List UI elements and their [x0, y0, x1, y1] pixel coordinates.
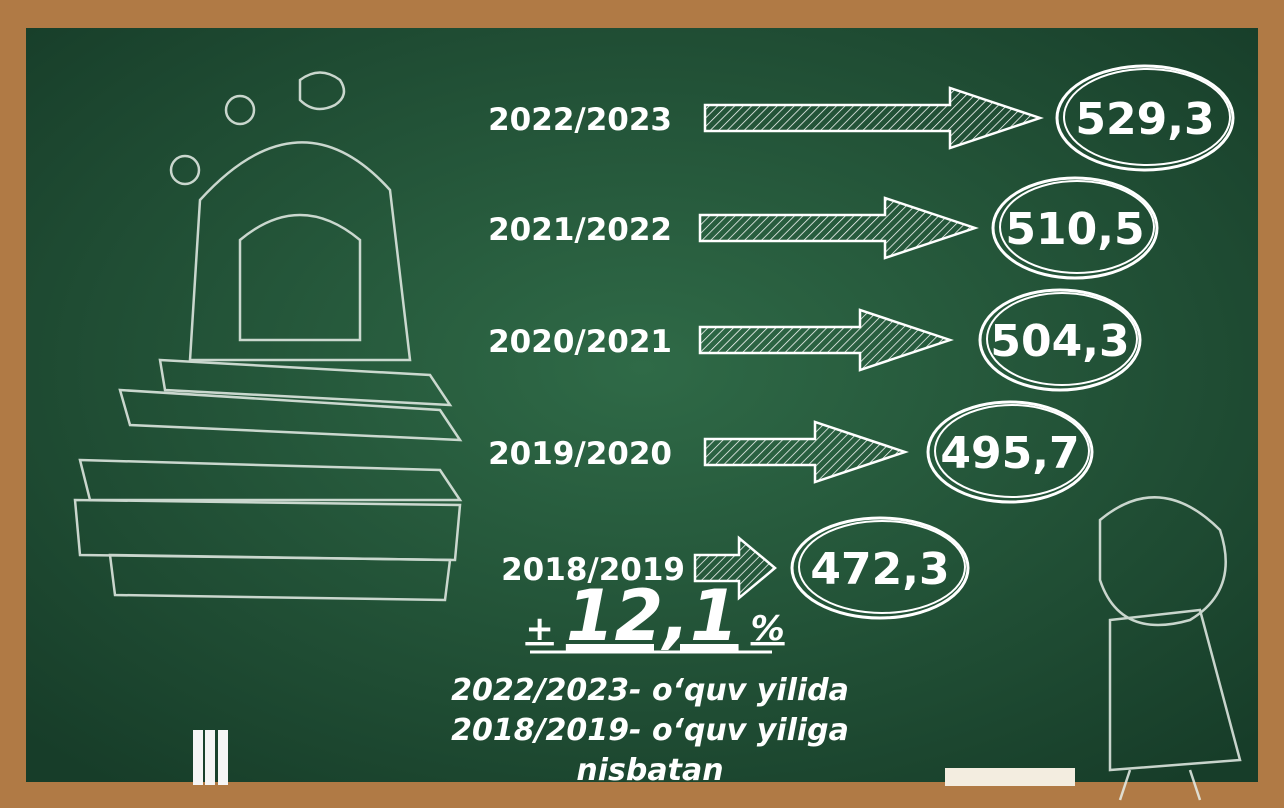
value-label: 504,3: [990, 316, 1129, 367]
value-label: 495,7: [940, 428, 1079, 479]
note-line: 2018/2019- o‘quv yiliga: [451, 713, 849, 748]
growth-sign: +: [525, 609, 554, 649]
growth-number: 12,1: [566, 575, 739, 657]
chalk-eraser: [945, 768, 1075, 786]
value-label: 529,3: [1075, 94, 1214, 145]
year-label: 2019/2020: [488, 436, 672, 472]
growth-unit: %: [751, 609, 785, 649]
year-label: 2020/2021: [488, 324, 672, 360]
board-surface: [26, 28, 1258, 782]
page: {"rows": [ {"year": "2022/2023", "value"…: [0, 0, 1284, 808]
chalk-sticks: [193, 730, 228, 785]
value-label: 472,3: [810, 544, 949, 595]
note-line: nisbatan: [576, 753, 723, 788]
value-label: 510,5: [1005, 204, 1144, 255]
chalkboard: 2022/2023 529,3 2021/2022 510,5 2020/2021 504…: [0, 0, 1284, 808]
year-label: 2021/2022: [488, 212, 672, 248]
year-label: 2022/2023: [488, 102, 672, 138]
note-line: 2022/2023- o‘quv yilida: [451, 673, 849, 708]
